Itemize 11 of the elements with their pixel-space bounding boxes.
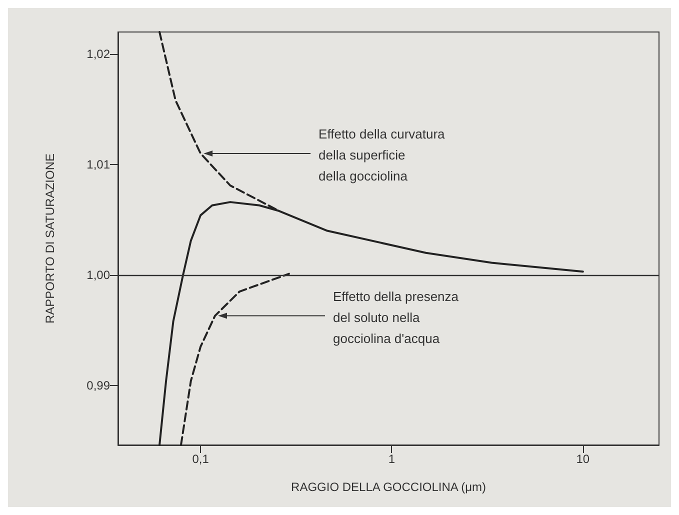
y-tick-label: 1,02: [86, 47, 110, 62]
x-axis-title: RAGGIO DELLA GOCCIOLINA (μm): [291, 480, 486, 494]
x-tick-label: 10: [576, 452, 590, 466]
annotation: Effetto della curvatura della superficie della gocciolina: [318, 126, 446, 184]
x-tick-label: 1: [388, 452, 396, 466]
x-tick-label: 0,1: [192, 452, 210, 466]
y-tick-label: 1,00: [86, 268, 110, 282]
y-tick-label: 0,99: [86, 378, 110, 392]
y-axis-title: RAPPORTO DI SATURAZIONE: [43, 153, 57, 324]
y-tick-label: 1,01: [86, 158, 110, 172]
annotation: Effetto della presenza del soluto nella gocciolina d'acqua: [332, 288, 460, 346]
